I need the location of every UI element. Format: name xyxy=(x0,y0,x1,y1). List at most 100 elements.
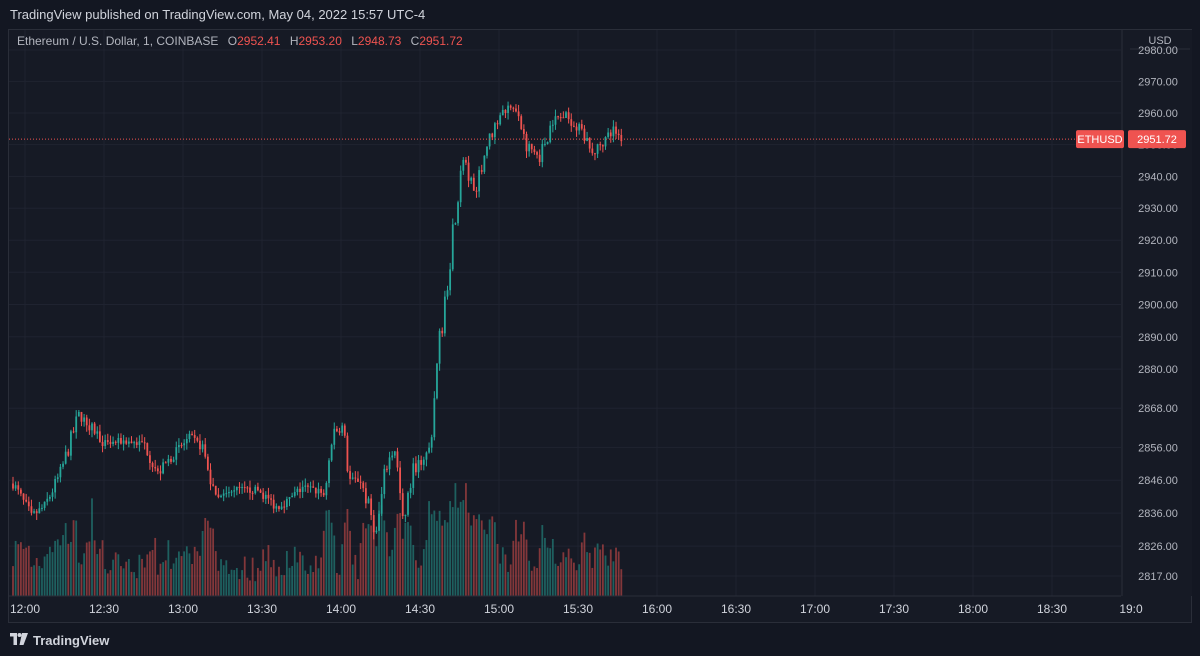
candle-body xyxy=(225,493,228,495)
candle-body xyxy=(112,441,114,444)
volume-bar xyxy=(538,548,541,596)
volume-bar xyxy=(17,544,20,596)
y-tick-label: 2868.00 xyxy=(1138,403,1178,415)
y-tick-label: 2980.00 xyxy=(1138,45,1178,57)
candle-body xyxy=(451,224,454,270)
volume-bar xyxy=(372,520,375,596)
volume-bar xyxy=(370,525,373,596)
candle-body xyxy=(504,109,507,113)
volume-bar xyxy=(257,567,259,596)
volume-bar xyxy=(70,541,72,596)
volume-bar xyxy=(109,570,112,596)
volume-bar xyxy=(525,539,528,596)
candle-body xyxy=(80,411,83,422)
volume-bar xyxy=(59,545,62,596)
volume-bar xyxy=(48,546,51,596)
x-tick-label: 18:30 xyxy=(1037,602,1067,616)
top-bar: TradingView published on TradingView.com… xyxy=(0,0,1200,30)
volume-bars xyxy=(12,483,623,596)
volume-bar xyxy=(472,515,475,596)
volume-bar xyxy=(201,530,204,596)
candle-body xyxy=(364,488,367,504)
candle-body xyxy=(509,105,512,108)
volume-bar xyxy=(559,562,562,596)
volume-bar xyxy=(586,552,588,596)
candle-body xyxy=(67,451,70,456)
volume-bar xyxy=(617,551,620,596)
candle-body xyxy=(404,514,407,517)
candle-body xyxy=(25,499,28,502)
volume-bar xyxy=(349,530,351,596)
candle-body xyxy=(515,108,517,112)
volume-bar xyxy=(262,549,265,596)
volume-bar xyxy=(496,543,499,596)
candle-body xyxy=(462,159,465,171)
high-value: 2953.20 xyxy=(298,34,342,48)
volume-bar xyxy=(530,570,533,596)
candle-body xyxy=(357,478,359,482)
volume-bar xyxy=(601,544,604,596)
candle-body xyxy=(322,492,325,496)
candle-body xyxy=(293,492,296,496)
candle-body xyxy=(159,471,162,474)
candle-body xyxy=(93,423,96,434)
candle-body xyxy=(601,145,604,147)
volume-bar xyxy=(243,556,246,596)
x-tick-label: 12:30 xyxy=(89,602,119,616)
volume-bar xyxy=(178,551,180,596)
volume-bar xyxy=(475,519,478,596)
candle-body xyxy=(220,495,222,498)
candle-body xyxy=(393,451,396,456)
candle-body xyxy=(449,269,452,291)
candle-body xyxy=(212,484,215,486)
volume-bar xyxy=(578,564,581,596)
last-price-tag-bg xyxy=(1128,130,1186,149)
candle-body xyxy=(56,477,59,479)
candle-body xyxy=(433,398,436,438)
volume-bar xyxy=(233,570,236,596)
volume-bar xyxy=(296,562,299,596)
volume-bar xyxy=(328,509,330,596)
candle-body xyxy=(541,143,544,163)
volume-bar xyxy=(354,554,357,596)
y-tick-label: 2826.00 xyxy=(1138,541,1178,553)
candle-body xyxy=(233,490,236,492)
volume-bar xyxy=(499,563,502,596)
volume-bar xyxy=(91,498,93,596)
candle-body xyxy=(317,488,320,494)
candle-body xyxy=(362,482,365,489)
candle-body xyxy=(185,439,188,444)
volume-bar xyxy=(330,522,333,596)
candle-body xyxy=(280,506,283,510)
candle-body xyxy=(33,511,35,513)
volume-bar xyxy=(264,561,267,596)
candle-body xyxy=(146,443,149,456)
candle-body xyxy=(591,148,594,154)
volume-bar xyxy=(51,552,54,596)
volume-bar xyxy=(288,567,291,596)
candle-body xyxy=(62,463,64,467)
candle-body xyxy=(604,136,607,147)
x-tick-label: 17:00 xyxy=(800,602,830,616)
volume-bar xyxy=(401,538,404,596)
volume-bar xyxy=(415,560,417,596)
candle-body xyxy=(533,149,536,153)
volume-bar xyxy=(301,555,304,596)
candle-body xyxy=(507,105,509,113)
candle-body xyxy=(562,117,565,119)
volume-bar xyxy=(164,560,167,596)
candle-body xyxy=(143,442,146,444)
published-note: TradingView published on TradingView.com… xyxy=(10,7,426,22)
volume-bar xyxy=(104,569,107,596)
volume-bar xyxy=(546,547,549,596)
x-tick-label: 15:00 xyxy=(484,602,514,616)
y-tick-label: 2856.00 xyxy=(1138,442,1178,454)
candle-body xyxy=(88,425,91,431)
volume-bar xyxy=(64,523,67,596)
candle-body xyxy=(41,507,43,509)
candle-body xyxy=(48,496,51,499)
candle-body xyxy=(38,508,41,514)
candle-body xyxy=(412,463,415,488)
volume-bar xyxy=(580,542,583,596)
